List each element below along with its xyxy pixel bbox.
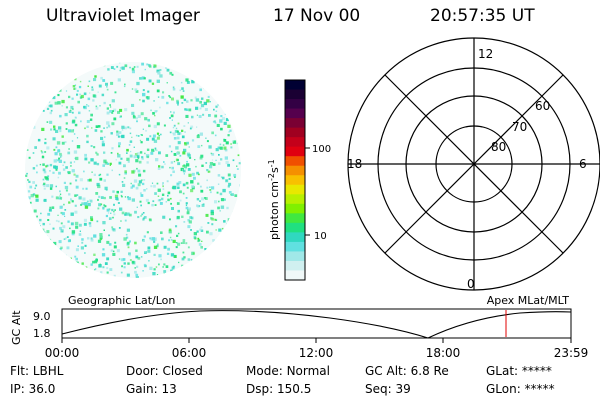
colorbar-tick-100: 100	[312, 144, 331, 155]
polar-label-6: 6	[579, 157, 587, 171]
colorbar-cell	[285, 108, 305, 119]
colorbar-cells	[285, 80, 305, 281]
colorbar-cell	[285, 241, 305, 253]
status-gain: Gain: 13	[126, 382, 177, 396]
status-glon: GLon: *****	[486, 382, 555, 396]
colorbar-cell	[285, 165, 305, 176]
status-mode: Mode: Normal	[246, 364, 330, 378]
x-tick-1800: 18:00	[426, 346, 461, 360]
altitude-axis-label: GC Alt	[10, 310, 23, 345]
instrument-title: Ultraviolet Imager	[46, 6, 200, 26]
colorbar-cell	[285, 89, 305, 100]
status-dsp: Dsp: 150.5	[246, 382, 312, 396]
altitude-curve	[61, 310, 572, 339]
colorbar-cell	[285, 127, 305, 138]
emission-speckles	[25, 62, 241, 278]
polar-label-18: 18	[347, 157, 362, 171]
plot-caption-right: Apex MLat/MLT	[487, 294, 570, 307]
x-tick-1200: 12:00	[299, 346, 334, 360]
colorbar-cell	[285, 203, 305, 214]
altitude-axis-min: 1.8	[33, 327, 51, 340]
status-flt: Flt: LBHL	[10, 364, 64, 378]
colorbar-tick-10: 10	[314, 231, 327, 242]
polar-label-12: 12	[478, 47, 493, 61]
colorbar-cell	[285, 99, 305, 110]
status-seq: Seq: 39	[365, 382, 411, 396]
colorbar-cell	[285, 251, 305, 262]
colorbar-cell	[285, 232, 305, 243]
colorbar-cell	[285, 213, 305, 224]
colorbar-cell	[285, 222, 305, 233]
colorbar-cell	[285, 194, 305, 205]
altitude-plot-frame	[61, 308, 572, 339]
status-ip: IP: 36.0	[10, 382, 56, 396]
colorbar-cell	[285, 146, 305, 157]
date-label: 17 Nov 00	[273, 6, 361, 26]
altitude-axis-max: 9.0	[33, 310, 51, 323]
status-gc-alt: GC Alt: 6.8 Re	[365, 364, 449, 378]
colorbar-cell	[285, 137, 305, 148]
colorbar-cell	[285, 80, 305, 91]
x-tick-2359: 23:59	[554, 346, 589, 360]
colorbar-frame	[284, 79, 306, 281]
polar-label-70: 70	[512, 120, 527, 134]
time-label: 20:57:35 UT	[430, 6, 535, 26]
colorbar-unit-label: photon cm-2s-1	[267, 159, 281, 240]
x-tick-0600: 06:00	[172, 346, 207, 360]
colorbar-cell	[285, 118, 305, 129]
plot-caption-left: Geographic Lat/Lon	[68, 294, 175, 307]
colorbar-cell	[285, 156, 305, 167]
colorbar-cell	[285, 184, 305, 195]
polar-label-0: 0	[467, 277, 475, 291]
status-glat: GLat: *****	[486, 364, 552, 378]
x-tick-0000: 00:00	[45, 346, 80, 360]
colorbar-cell	[285, 270, 305, 281]
colorbar-cell	[285, 260, 305, 272]
colorbar-cell	[285, 175, 305, 186]
status-door: Door: Closed	[126, 364, 203, 378]
polar-label-60: 60	[535, 99, 550, 113]
polar-label-80: 80	[491, 140, 506, 154]
polar-diagonal-2	[384, 74, 564, 254]
